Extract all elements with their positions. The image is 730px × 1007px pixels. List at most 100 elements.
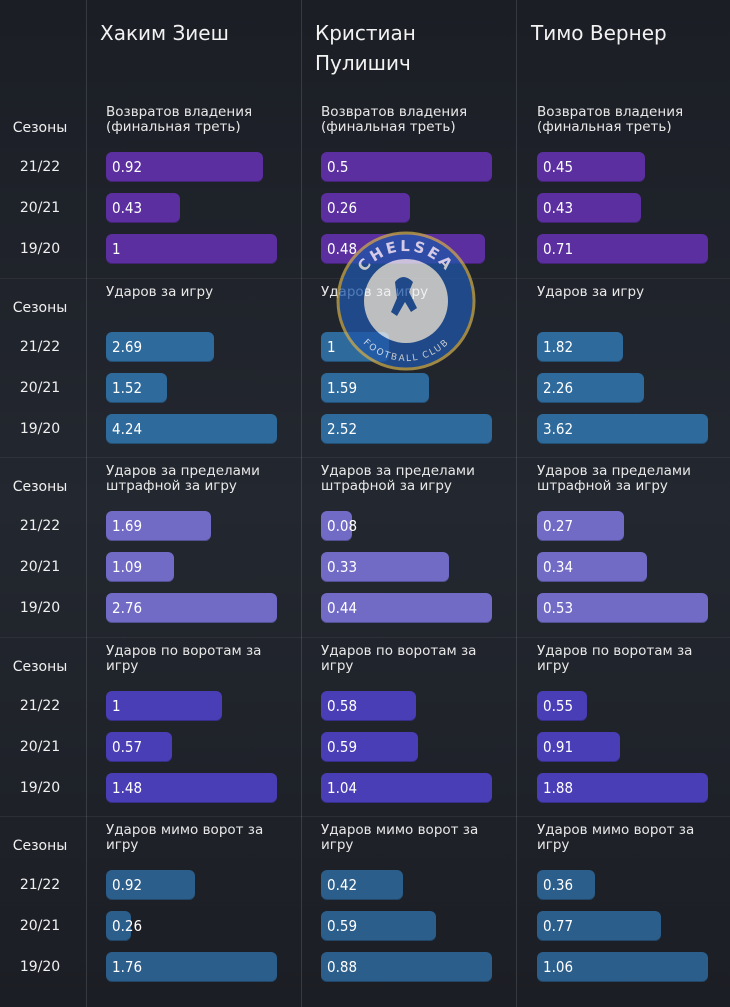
value-label: 0.55 <box>543 696 574 715</box>
value-label: 0.26 <box>327 199 358 217</box>
bar <box>537 772 708 803</box>
column-divider <box>516 0 517 1007</box>
value-label: 0.59 <box>327 737 358 756</box>
bar <box>106 511 211 541</box>
value-label: 0.58 <box>327 696 358 715</box>
bar <box>106 372 168 403</box>
value-label: 0.43 <box>112 199 143 217</box>
value-label: 0.34 <box>543 558 574 576</box>
bar <box>537 193 641 223</box>
metric-title: Возвратов владения (финальная треть) <box>321 104 468 135</box>
bar <box>537 870 596 900</box>
bar <box>321 952 492 982</box>
bar <box>537 234 708 264</box>
season-label: 19/20 <box>19 420 61 437</box>
season-label: 21/22 <box>19 159 61 175</box>
value-label: 0.92 <box>112 876 143 894</box>
bar <box>106 331 215 362</box>
bar <box>106 731 172 762</box>
value-label: 1.82 <box>543 337 574 356</box>
metric-title: Ударов за пределами штрафной за игру <box>321 463 475 494</box>
bar <box>321 152 492 182</box>
value-label: 1.09 <box>112 558 143 576</box>
value-label: 0.08 <box>327 517 358 535</box>
value-label: 0.43 <box>543 199 574 217</box>
metric-title: Ударов по воротам за игру <box>537 642 693 674</box>
value-label: 1.52 <box>112 378 143 397</box>
value-label: 1 <box>112 696 121 715</box>
bar <box>106 593 277 623</box>
value-label: 0.42 <box>327 876 358 894</box>
bar <box>321 413 492 444</box>
value-label: 1.88 <box>543 778 574 797</box>
bar <box>321 193 410 223</box>
metric-title: Ударов мимо ворот за игру <box>106 822 264 853</box>
value-label: 0.91 <box>543 737 574 756</box>
bar <box>321 772 492 803</box>
club-logo: CHELSEA FOOTBALL CLUB <box>336 231 476 371</box>
season-label: 19/20 <box>19 600 61 616</box>
value-label: 0.92 <box>112 158 143 176</box>
value-label: 2.76 <box>112 599 143 617</box>
season-label: 19/20 <box>19 779 61 796</box>
season-label: 20/21 <box>19 200 61 216</box>
bar <box>106 772 277 803</box>
value-label: 1.59 <box>327 378 358 397</box>
bar <box>106 870 196 900</box>
bar <box>106 152 264 182</box>
season-label: 21/22 <box>19 518 61 534</box>
bar <box>106 690 222 721</box>
value-label: 4.24 <box>112 419 143 438</box>
column-divider <box>301 0 302 1007</box>
bar <box>106 911 132 941</box>
player-name: Тимо Вернер <box>531 21 667 45</box>
season-label: 20/21 <box>19 738 61 755</box>
value-label: 1 <box>327 337 336 356</box>
block-separator <box>0 636 730 638</box>
bar <box>106 193 180 223</box>
bar <box>537 413 708 444</box>
bar <box>321 690 417 721</box>
season-label: 20/21 <box>19 559 61 575</box>
column-divider <box>86 0 87 1007</box>
bar <box>106 952 277 982</box>
bar <box>537 552 647 582</box>
metric-title: Ударов за пределами штрафной за игру <box>537 463 691 494</box>
bar <box>537 511 625 541</box>
player-name: Хаким Зиеш <box>100 21 229 45</box>
bar <box>537 952 708 982</box>
season-label: 19/20 <box>19 959 61 975</box>
season-label: 20/21 <box>19 379 61 396</box>
bar <box>537 593 708 623</box>
metric-title: Возвратов владения (финальная треть) <box>106 104 253 135</box>
bar <box>321 911 436 941</box>
metric-title: Ударов за игру <box>106 283 214 300</box>
value-label: 0.57 <box>112 737 143 756</box>
value-label: 1.48 <box>112 778 143 797</box>
bar <box>106 413 277 444</box>
metric-title: Ударов по воротам за игру <box>321 642 477 674</box>
value-label: 0.48 <box>327 240 358 258</box>
season-label: 19/20 <box>19 241 61 257</box>
bar <box>537 731 620 762</box>
value-label: 2.69 <box>112 337 143 356</box>
value-label: 1 <box>112 240 121 258</box>
bar <box>321 593 492 623</box>
value-label: 1.69 <box>112 517 143 535</box>
season-label: 21/22 <box>19 697 61 714</box>
season-header: Сезоны <box>12 838 68 854</box>
player-name: Кристиан Пулишич <box>315 21 416 75</box>
block-separator <box>0 457 730 458</box>
value-label: 0.71 <box>543 240 574 258</box>
bar <box>106 552 174 582</box>
value-label: 0.27 <box>543 517 574 535</box>
metric-title: Ударов мимо ворот за игру <box>321 822 479 853</box>
bar <box>537 690 588 721</box>
season-header: Сезоны <box>12 120 68 136</box>
bar <box>321 552 450 582</box>
value-label: 0.53 <box>543 599 574 617</box>
bar <box>537 911 662 941</box>
value-label: 1.76 <box>112 958 143 976</box>
bar <box>321 870 403 900</box>
